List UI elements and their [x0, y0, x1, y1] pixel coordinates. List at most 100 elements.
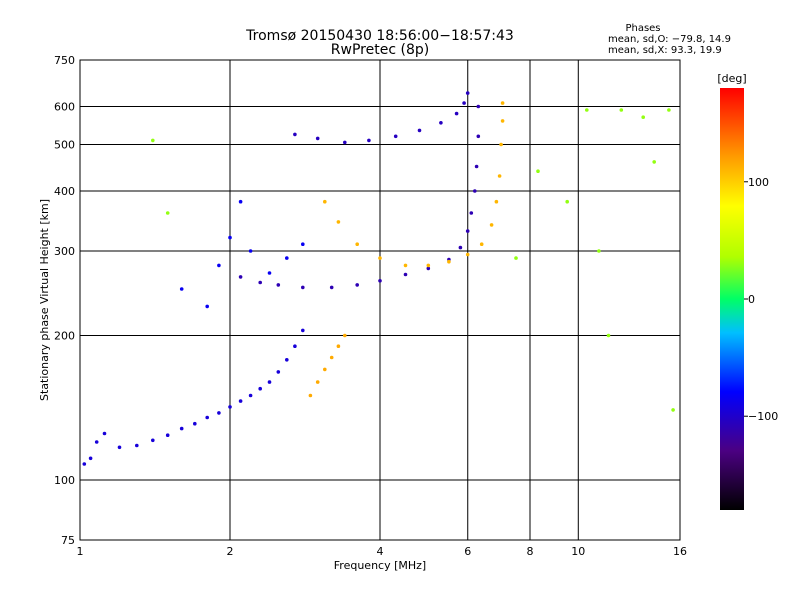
echo-points [82, 91, 675, 466]
echo-point [336, 220, 341, 224]
x-axis-label: Frequency [MHz] [334, 559, 426, 572]
echo-point [285, 256, 289, 260]
echo-point [88, 456, 93, 461]
echo-point [476, 104, 481, 109]
echo-point [671, 408, 675, 412]
phase-mean-x: mean, sd,X: 93.3, 19.9 [608, 45, 722, 56]
echo-point [238, 275, 243, 279]
x-ticks: 1 2 4 6 8 10 16 [77, 545, 688, 558]
echo-point [641, 115, 645, 119]
chart-title-line-1: Tromsø 20150430 18:56:00−18:57:43 [245, 28, 514, 44]
y-tick-label: 500 [54, 139, 75, 152]
echo-point [536, 169, 540, 173]
echo-point [462, 101, 466, 105]
echo-point [267, 271, 272, 275]
echo-point [667, 108, 671, 112]
y-tick-label: 400 [54, 185, 75, 198]
echo-point [473, 189, 477, 193]
echo-point [343, 140, 347, 145]
colorbar-tick-label: 100 [748, 176, 769, 189]
echo-point [151, 438, 155, 443]
phase-mean-o: mean, sd,O: −79.8, 14.9 [608, 34, 731, 45]
echo-point [276, 370, 281, 374]
echo-point [293, 132, 297, 137]
x-tick-label: 2 [227, 545, 234, 558]
echo-point [238, 199, 243, 204]
colorbar-ticks: 100 0 −100 [744, 176, 778, 423]
echo-point [217, 263, 221, 268]
chart-title-line-2: RwPretec (8p) [331, 42, 429, 58]
echo-point [500, 119, 505, 123]
echo-point [465, 229, 470, 233]
echo-point [403, 263, 408, 268]
x-tick-label: 1 [77, 545, 84, 558]
echo-point [343, 333, 347, 338]
echo-point [329, 285, 334, 290]
echo-point [378, 256, 382, 260]
echo-point [308, 393, 313, 398]
echo-point [205, 415, 209, 420]
echo-point [267, 380, 272, 384]
echo-point [102, 431, 107, 436]
x-tick-label: 16 [673, 545, 687, 558]
echo-point [248, 393, 253, 398]
echo-point [447, 259, 451, 264]
echo-point [228, 235, 232, 240]
echo-point [285, 358, 289, 362]
y-tick-label: 600 [54, 101, 75, 114]
echo-point [606, 333, 611, 338]
echo-point [597, 249, 601, 253]
echo-point [276, 283, 281, 287]
echo-point [476, 134, 481, 139]
echo-point [228, 405, 232, 409]
echo-point [165, 433, 170, 438]
echo-point [135, 443, 139, 448]
echo-point [94, 440, 99, 444]
echo-point [301, 285, 305, 290]
phase-colorbar [720, 88, 744, 510]
phase-heading: Phases [625, 23, 660, 34]
y-tick-label: 200 [54, 330, 75, 343]
colorbar-tick-label: 0 [748, 293, 755, 306]
echo-point [323, 367, 327, 372]
x-tick-label: 4 [377, 545, 384, 558]
echo-point [217, 411, 221, 415]
echo-point [329, 355, 334, 360]
x-tick-label: 6 [464, 545, 471, 558]
echo-point [652, 160, 656, 164]
y-ticks: 75 100 200 300 400 500 600 750 [54, 54, 75, 547]
echo-point [179, 287, 184, 291]
colorbar-unit: [deg] [717, 72, 746, 85]
echo-point [205, 304, 209, 309]
echo-point [258, 386, 263, 391]
echo-point [426, 266, 431, 271]
echo-point [301, 328, 305, 333]
echo-point [465, 252, 470, 257]
echo-point [336, 344, 341, 349]
echo-point [315, 136, 320, 141]
echo-point [469, 211, 474, 215]
echo-point [355, 242, 360, 246]
echo-point [301, 242, 305, 246]
y-tick-label: 100 [54, 474, 75, 487]
echo-point [465, 91, 470, 95]
echo-point [479, 242, 484, 246]
echo-point [454, 111, 459, 116]
echo-point [417, 128, 422, 133]
echo-point [474, 164, 479, 169]
echo-point [258, 280, 263, 285]
y-tick-label: 750 [54, 54, 75, 67]
echo-point [82, 462, 87, 466]
echo-point [494, 199, 499, 204]
echo-point [378, 279, 382, 283]
echo-point [403, 272, 408, 277]
echo-point [355, 283, 360, 287]
echo-point [117, 445, 122, 450]
echo-point [293, 344, 297, 349]
y-axis-label: Stationary phase Virtual Height [km] [38, 199, 51, 401]
echo-point [458, 245, 463, 250]
x-tick-label: 10 [571, 545, 585, 558]
echo-point [489, 223, 494, 227]
echo-point [499, 142, 503, 147]
